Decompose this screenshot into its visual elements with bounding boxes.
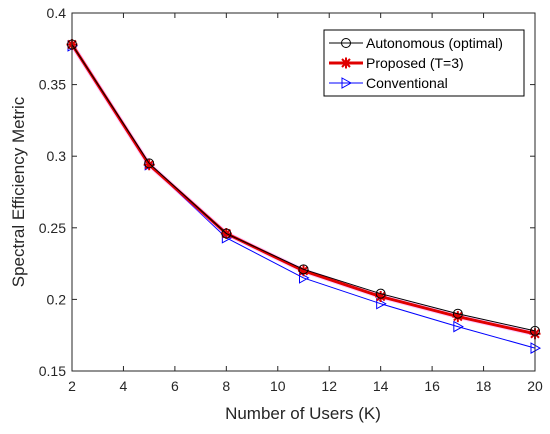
y-tick-label-0.25: 0.25	[39, 220, 66, 236]
y-axis-label: Spectral Efficiency Metric	[9, 96, 28, 287]
legend-entry-proposed: Proposed (T=3)	[329, 55, 464, 71]
point-proposed-t-3-17	[452, 311, 464, 323]
y-tick-label-0.3: 0.3	[47, 148, 67, 164]
point-autonomous-optimal-8	[221, 228, 232, 239]
legend-label-conventional: Conventional	[366, 75, 448, 91]
point-autonomous-optimal-5	[144, 158, 155, 169]
legend-label-autonomous: Autonomous (optimal)	[366, 35, 503, 51]
point-proposed-t-3-11	[298, 265, 309, 277]
point-proposed-t-3-14	[375, 291, 387, 303]
legend: Autonomous (optimal) Proposed (T=3) Conv…	[323, 29, 525, 97]
x-tick-label-14: 14	[373, 378, 389, 394]
point-autonomous-optimal-11	[298, 264, 309, 275]
x-tick-label-6: 6	[171, 378, 179, 394]
x-tick-label-20: 20	[527, 378, 543, 394]
series-line-autonomous-optimal	[71, 44, 536, 332]
x-tick-label-16: 16	[424, 378, 440, 394]
y-tick-label-0.4: 0.4	[47, 5, 67, 21]
point-proposed-t-3-5	[143, 159, 155, 171]
legend-marker-conventional	[341, 77, 353, 89]
series-layer	[66, 39, 542, 354]
x-tick-label-12: 12	[321, 378, 337, 394]
point-autonomous-optimal-14	[375, 288, 386, 299]
y-tick-label-0.2: 0.2	[47, 291, 67, 307]
legend-marker-autonomous	[341, 38, 351, 48]
legend-entry-conventional: Conventional	[329, 75, 448, 91]
x-tick-label-18: 18	[476, 378, 492, 394]
x-tick-label-8: 8	[222, 378, 230, 394]
y-tick-label-0.35: 0.35	[39, 77, 66, 93]
legend-entry-autonomous: Autonomous (optimal)	[329, 35, 503, 51]
x-tick-label-2: 2	[68, 378, 76, 394]
x-tick-label-10: 10	[270, 378, 286, 394]
axes-layer: 2 4 6 8 10 12 14 16 18 20 0.15 0.2 0.25 0.3 0.35 0.4	[39, 5, 543, 394]
legend-label-proposed: Proposed (T=3)	[366, 55, 464, 71]
x-tick-label-4: 4	[120, 378, 128, 394]
x-axis-label: Number of Users (K)	[225, 404, 381, 423]
point-autonomous-optimal-17	[452, 308, 463, 319]
legend-marker-proposed	[340, 57, 352, 69]
y-tick-label-0.15: 0.15	[39, 363, 66, 379]
point-conventional-17	[453, 320, 464, 333]
axes-box	[71, 12, 536, 372]
